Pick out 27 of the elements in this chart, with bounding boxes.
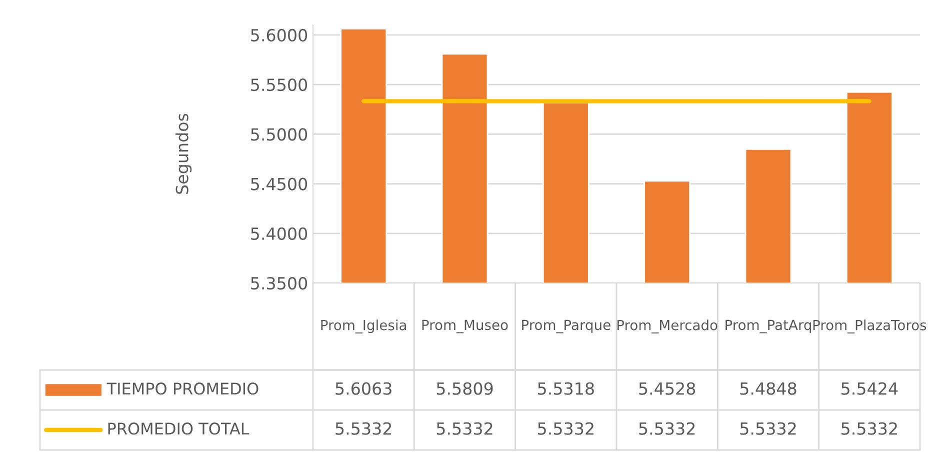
data-label: 5.5332: [436, 422, 492, 435]
y-axis-title: Segundos: [175, 114, 192, 194]
x-tick-label: Prom_Iglesia: [321, 320, 406, 334]
legend-label: PROMEDIO TOTAL: [108, 422, 250, 435]
y-tick-label: 5.5000: [251, 128, 308, 141]
data-label: 5.5332: [842, 422, 897, 435]
y-tick-label: 5.5500: [251, 78, 308, 92]
data-label: 5.5332: [336, 422, 392, 435]
data-label: 5.5332: [538, 422, 594, 435]
x-tick-label: Prom_PlazaToros: [813, 320, 926, 334]
data-label: 5.4848: [740, 382, 796, 395]
x-tick-label: Prom_Parque: [522, 320, 610, 334]
y-tick-label: 5.4500: [251, 178, 308, 190]
x-tick-label: Prom_Mercado: [618, 320, 718, 334]
data-label: 5.5318: [538, 382, 594, 395]
data-label: 5.5809: [436, 382, 493, 395]
data-label: 5.5332: [740, 422, 796, 435]
y-tick-label: 5.6000: [251, 28, 308, 42]
y-tick-label: 5.3500: [251, 276, 308, 290]
legend-label: TIEMPO PROMEDIO: [106, 382, 258, 395]
data-label: 5.5332: [639, 422, 695, 435]
x-tick-label: Prom_Museo: [422, 320, 508, 334]
data-label: 5.6063: [336, 382, 392, 395]
data-label: 5.4528: [639, 382, 696, 395]
x-tick-label: Prom_PatArq: [726, 320, 811, 334]
data-label: 5.5424: [842, 382, 898, 395]
y-tick-label: 5.4000: [251, 227, 308, 240]
